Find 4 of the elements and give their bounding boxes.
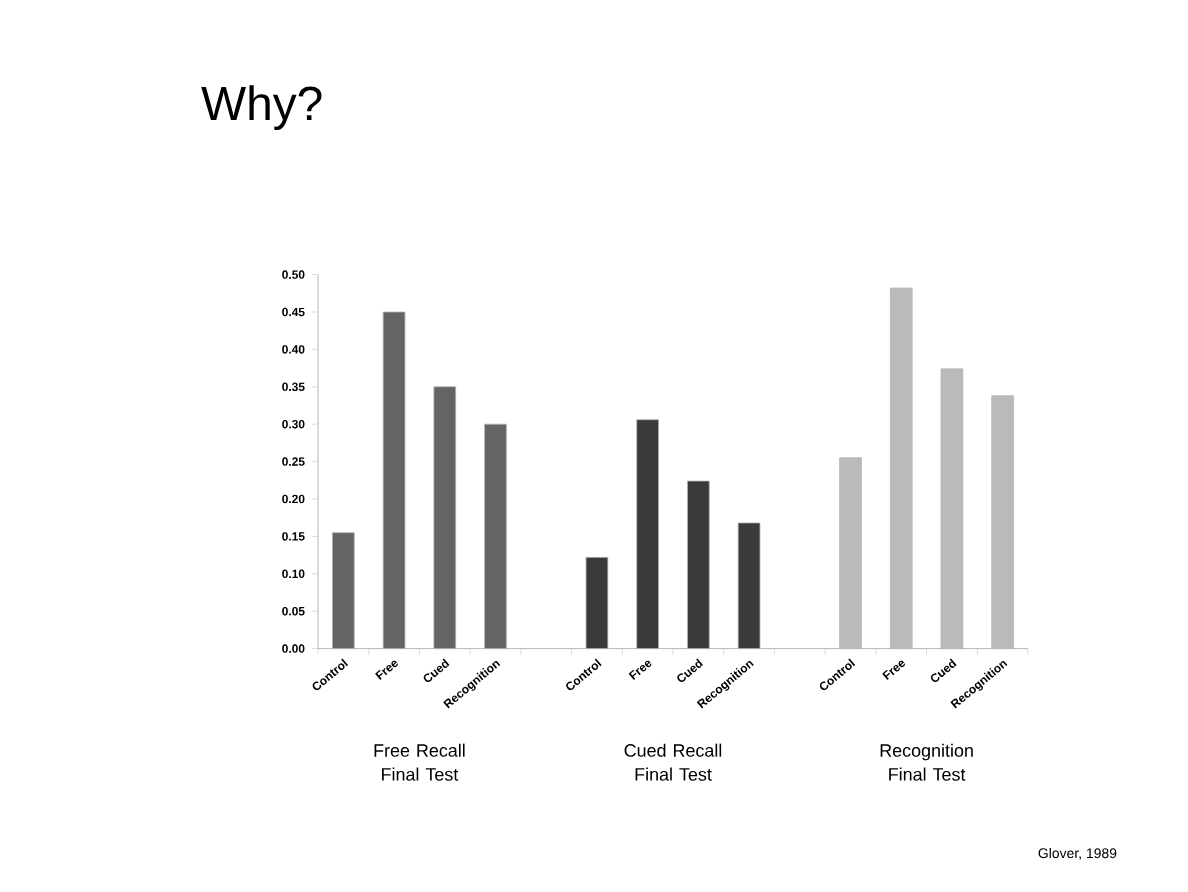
text: Free Recall Final Test xyxy=(374,743,465,781)
chart-title: Why? xyxy=(201,85,322,130)
text: Recognition Final Test xyxy=(880,743,973,781)
text: Cued Recall Final Test xyxy=(624,743,722,781)
